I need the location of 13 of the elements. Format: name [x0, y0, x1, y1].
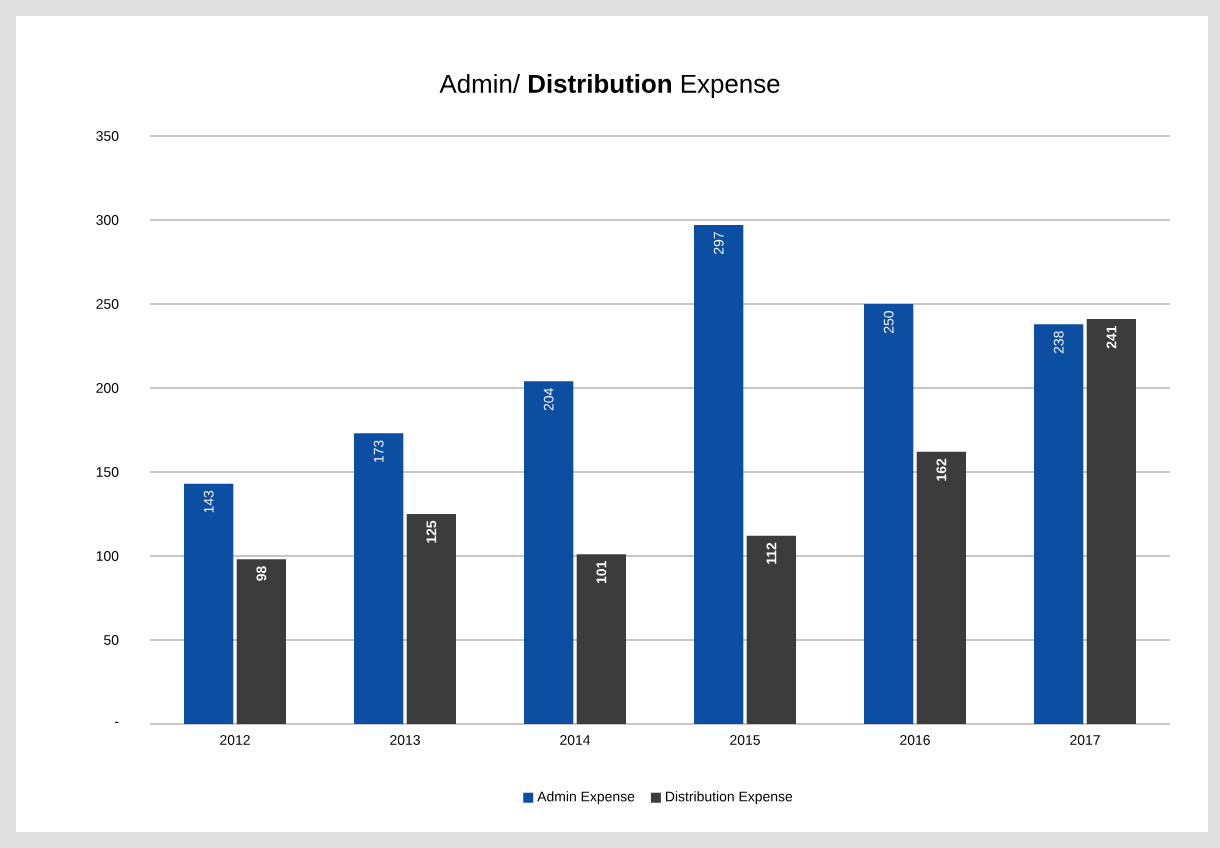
bar — [1034, 324, 1084, 724]
bar — [864, 304, 914, 724]
bar — [354, 433, 404, 724]
bar — [576, 554, 627, 724]
chart-title: Admin/ Distribution Expense — [439, 73, 780, 99]
bar — [184, 483, 234, 724]
bar — [236, 559, 287, 724]
bar — [406, 514, 457, 724]
bar — [916, 451, 967, 724]
bar — [524, 381, 574, 724]
bar — [746, 535, 797, 724]
bar — [694, 225, 744, 724]
bar — [1086, 319, 1137, 724]
